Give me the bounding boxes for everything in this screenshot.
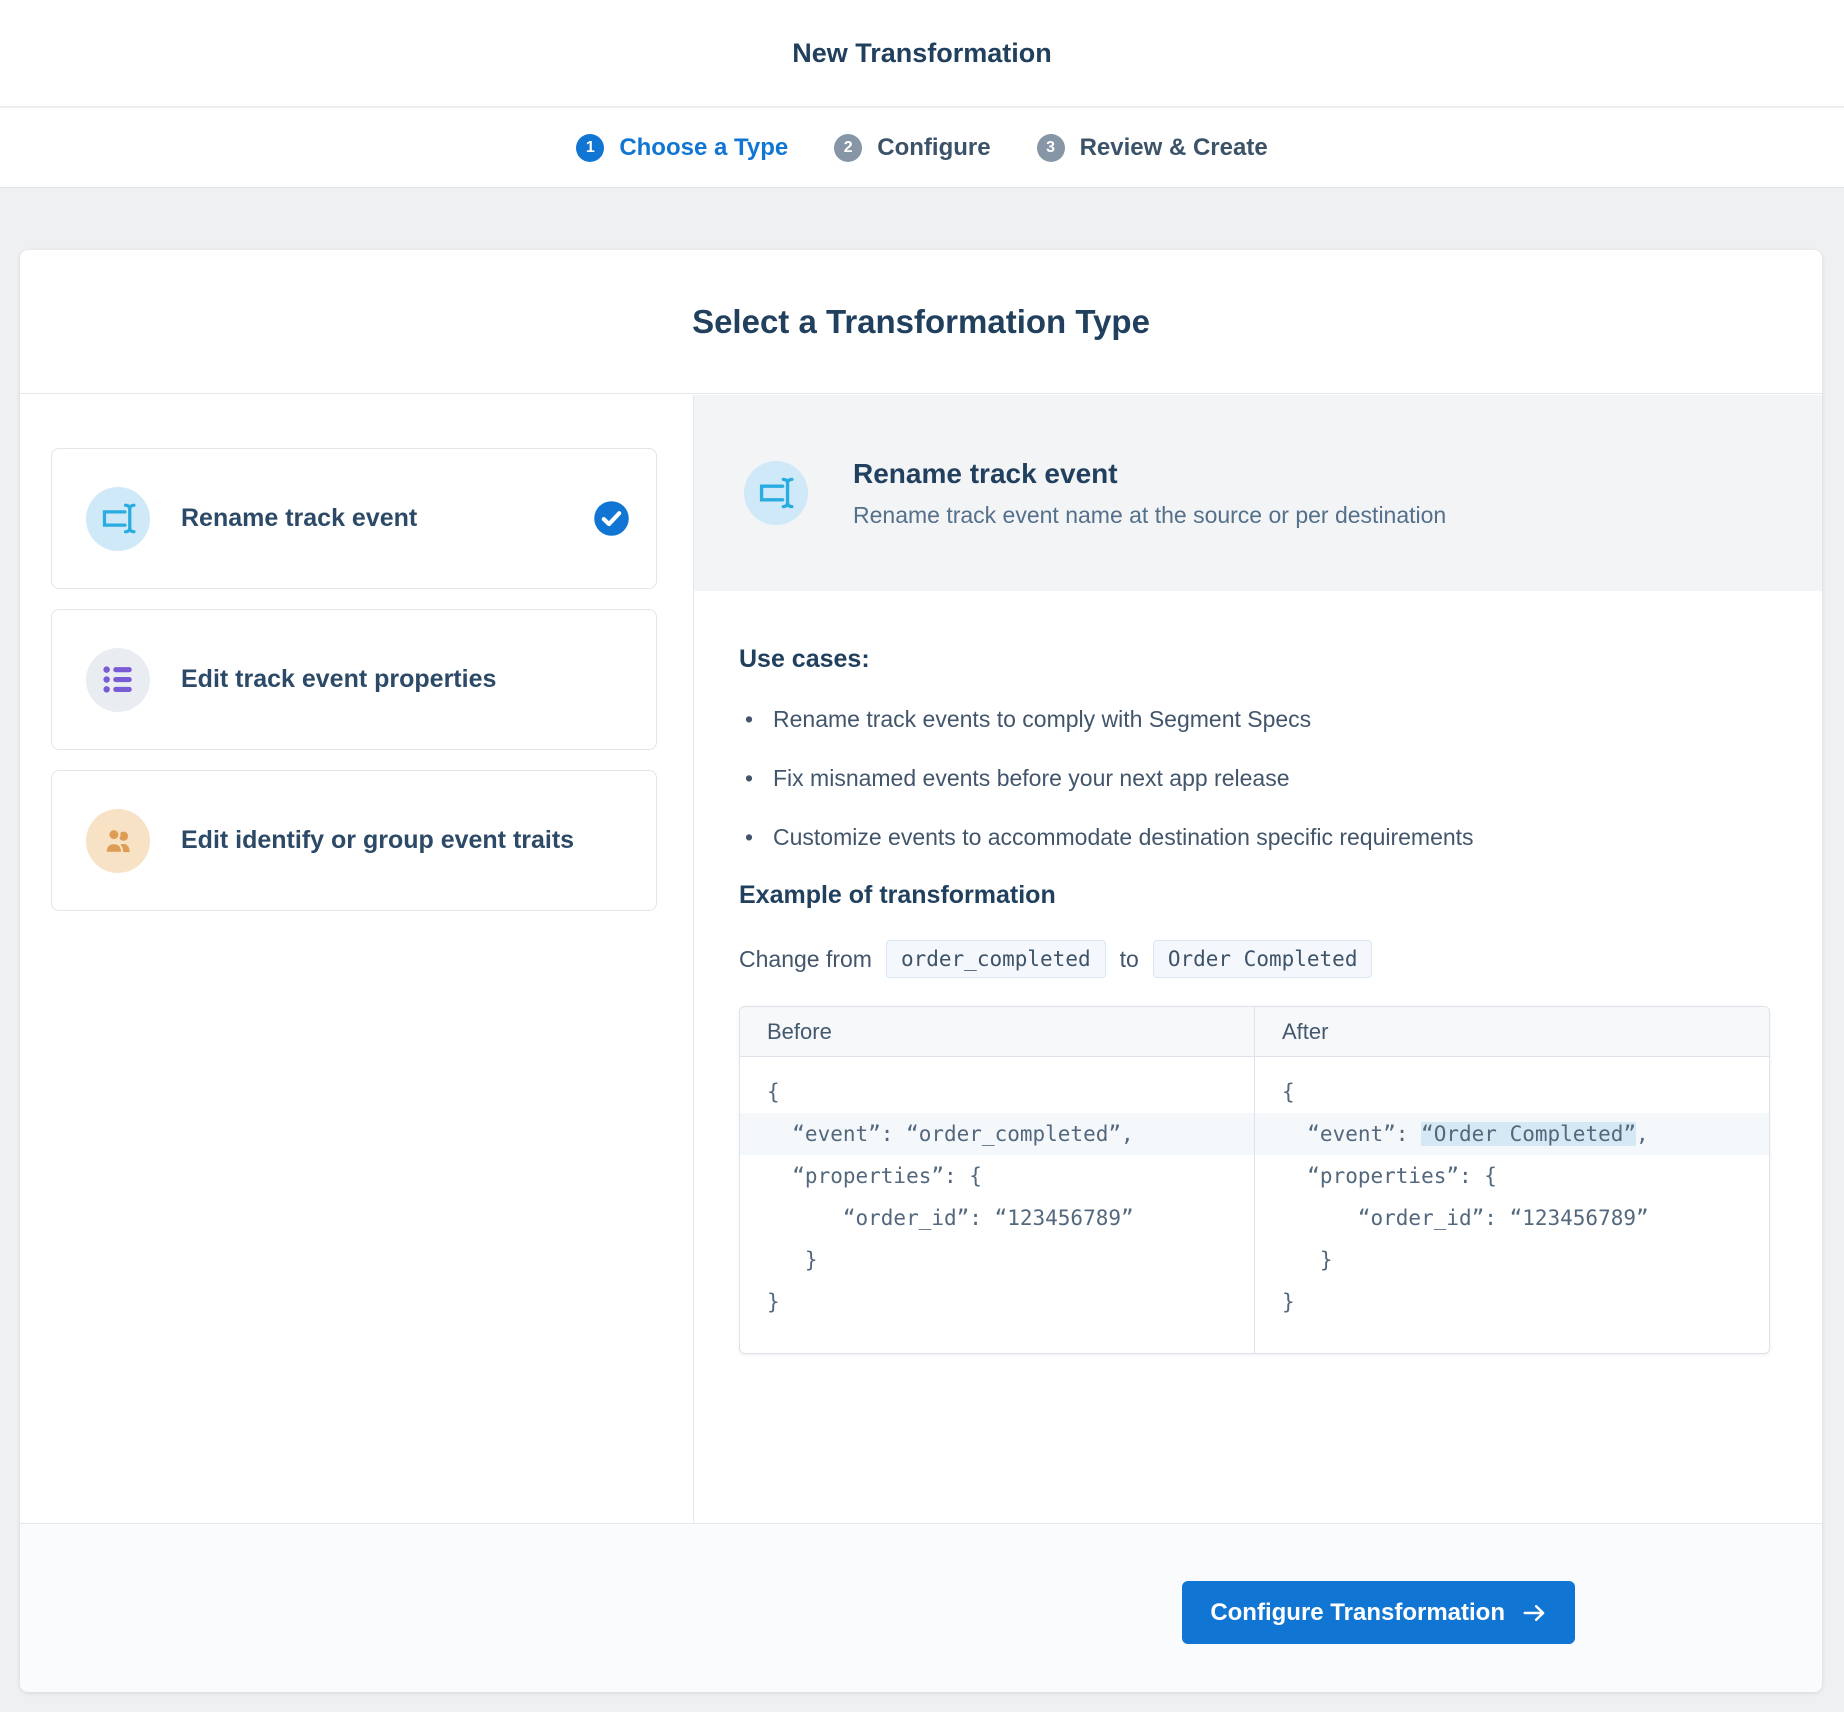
code-line: } — [1282, 1290, 1295, 1314]
step-label: Configure — [877, 133, 991, 161]
page-title: New Transformation — [792, 37, 1052, 68]
footer: Configure Transformation — [20, 1523, 1822, 1692]
step-label: Review & Create — [1079, 133, 1268, 161]
section-title-row: Select a Transformation Type — [20, 250, 1822, 394]
option-edit-identify-or-group-event-traits[interactable]: Edit identify or group event traits — [51, 770, 657, 911]
configure-transformation-button[interactable]: Configure Transformation — [1182, 1581, 1575, 1644]
detail-subtitle: Rename track event name at the source or… — [853, 501, 1447, 528]
step-choose-a-type[interactable]: 1 Choose a Type — [576, 133, 789, 162]
arrow-right-icon — [1523, 1604, 1545, 1621]
before-after-table: Before After { “event”: “order_completed… — [739, 1006, 1770, 1354]
option-label: Edit track event properties — [181, 665, 497, 693]
highlighted-value: “Order Completed” — [1421, 1122, 1637, 1146]
people-icon — [86, 808, 150, 873]
modal-header: New Transformation — [0, 0, 1844, 107]
detail-text: Rename track event Rename track event na… — [853, 458, 1446, 529]
from-code-chip: order_completed — [885, 940, 1106, 978]
card-body: Rename track event Edit track event prope… — [20, 395, 1822, 1523]
code-line: “properties”: { — [767, 1164, 982, 1188]
detail-title: Rename track event — [853, 457, 1118, 489]
configure-button-label: Configure Transformation — [1210, 1598, 1505, 1626]
step-configure[interactable]: 2 Configure — [834, 133, 991, 162]
rename-icon — [744, 461, 808, 525]
stepper: 1 Choose a Type 2 Configure 3 Review & Create — [0, 108, 1844, 188]
step-label: Choose a Type — [619, 133, 789, 161]
code-line: { — [1282, 1080, 1295, 1104]
detail-panel: Rename track event Rename track event na… — [694, 395, 1822, 1523]
rename-icon — [86, 486, 150, 551]
code-line: “order_id”: “123456789” — [1282, 1206, 1649, 1230]
before-column-header: Before — [740, 1007, 1255, 1056]
detail-body: Use cases: Rename track events to comply… — [694, 591, 1822, 1354]
use-case-item: Fix misnamed events before your next app… — [739, 763, 1822, 794]
example-change-line: Change from order_completed to Order Com… — [739, 940, 1822, 978]
option-label: Rename track event — [181, 504, 418, 532]
use-case-item: Rename track events to comply with Segme… — [739, 704, 1822, 735]
code-line: { — [767, 1080, 780, 1104]
code-line: } — [767, 1290, 780, 1314]
to-label: to — [1119, 945, 1139, 972]
code-line: “properties”: { — [1282, 1164, 1497, 1188]
selected-check-icon — [593, 500, 630, 537]
example-heading: Example of transformation — [739, 881, 1056, 909]
after-code: { “event”: “Order Completed”, “propertie… — [1255, 1057, 1769, 1353]
step-review-create[interactable]: 3 Review & Create — [1036, 133, 1268, 162]
code-line: “event”: “Order Completed”, — [1255, 1113, 1769, 1155]
change-from-label: Change from — [739, 945, 872, 972]
before-code: { “event”: “order_completed”, “propertie… — [740, 1057, 1255, 1353]
use-case-item: Customize events to accommodate destinat… — [739, 822, 1822, 853]
to-code-chip: Order Completed — [1152, 940, 1373, 978]
use-cases-list: Rename track events to comply with Segme… — [739, 704, 1822, 853]
transformation-type-list: Rename track event Edit track event prope… — [20, 395, 694, 1523]
after-column-header: After — [1282, 1018, 1329, 1044]
option-label: Edit identify or group event traits — [181, 826, 575, 854]
main-panel: Select a Transformation Type Rename trac… — [20, 250, 1822, 1692]
code-line: } — [767, 1248, 818, 1272]
list-icon — [86, 647, 150, 712]
code-line: “order_id”: “123456789” — [767, 1206, 1134, 1230]
option-rename-track-event[interactable]: Rename track event — [51, 448, 657, 589]
section-title: Select a Transformation Type — [692, 302, 1150, 340]
comparison-header-row: Before After — [740, 1007, 1769, 1057]
step-number-badge: 2 — [834, 133, 863, 162]
comparison-body: { “event”: “order_completed”, “propertie… — [740, 1057, 1769, 1353]
code-line: “event”: “order_completed”, — [740, 1113, 1254, 1155]
detail-header: Rename track event Rename track event na… — [694, 395, 1822, 591]
step-number-badge: 1 — [576, 133, 605, 162]
use-cases-heading: Use cases: — [739, 645, 870, 673]
option-edit-track-event-properties[interactable]: Edit track event properties — [51, 609, 657, 750]
code-line: } — [1282, 1248, 1333, 1272]
step-number-badge: 3 — [1036, 133, 1065, 162]
